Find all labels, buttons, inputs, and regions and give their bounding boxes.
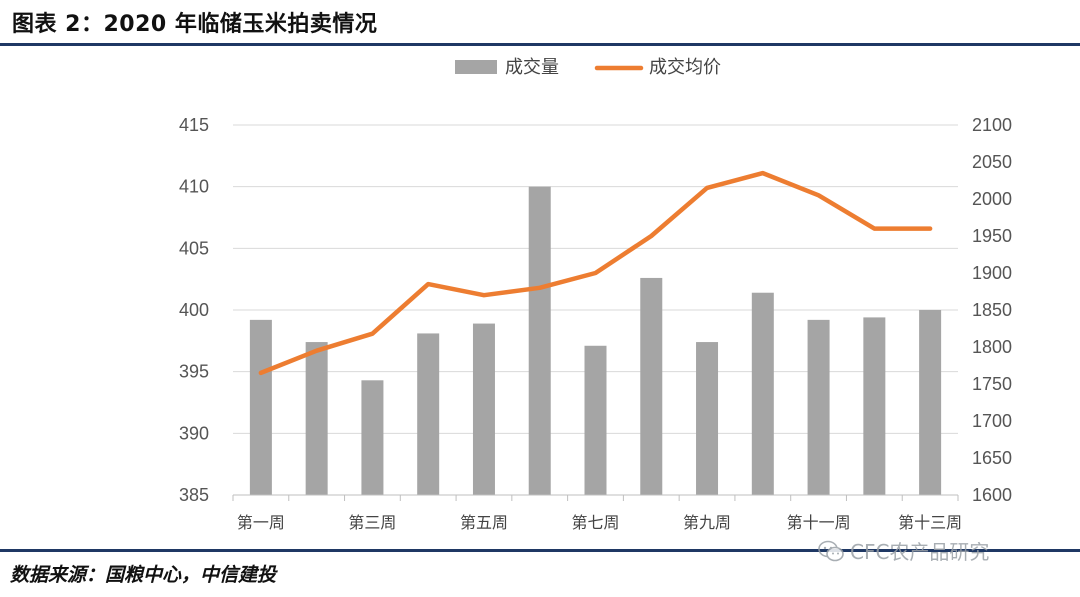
right-tick-label: 1900 [972, 263, 1012, 283]
left-axis-ticks: 385 390 395 400 405 410 415 [179, 115, 209, 505]
right-tick-label: 2050 [972, 152, 1012, 172]
x-tick-label: 第三周 [348, 513, 396, 532]
bar [305, 342, 328, 495]
data-source: 数据来源：国粮中心，中信建投 [10, 564, 277, 586]
bar [807, 319, 830, 495]
legend: 成交量 成交均价 [455, 57, 721, 78]
left-tick-label: 390 [179, 423, 209, 443]
bar [640, 277, 663, 495]
bar-series [249, 186, 942, 495]
right-tick-label: 2000 [972, 189, 1012, 209]
bar [249, 319, 272, 495]
x-axis: 第一周 第三周 第五周 第七周 第九周 第十一周 第十三周 [232, 494, 962, 532]
x-tick-label: 第十一周 [787, 513, 851, 532]
bar [584, 345, 607, 495]
left-tick-label: 400 [179, 300, 209, 320]
left-tick-label: 395 [179, 362, 209, 382]
right-tick-label: 1850 [972, 300, 1012, 320]
bar [417, 333, 440, 495]
bottom-rule [0, 549, 1080, 552]
right-tick-label: 1700 [972, 411, 1012, 431]
right-tick-label: 1750 [972, 374, 1012, 394]
left-tick-label: 410 [179, 177, 209, 197]
bar [696, 342, 719, 495]
figure-title: 图表 2：2020 年临储玉米拍卖情况 [12, 12, 378, 37]
x-tick-label: 第五周 [460, 513, 508, 532]
watermark-text: CFC农产品研究 [850, 540, 990, 564]
right-tick-label: 2100 [972, 115, 1012, 135]
wechat-icon [818, 540, 844, 561]
bar [863, 317, 886, 495]
left-tick-label: 415 [179, 115, 209, 135]
bar [751, 292, 774, 495]
bar [472, 323, 495, 495]
top-rule [0, 43, 1080, 46]
x-tick-label: 第一周 [237, 513, 285, 532]
legend-label-price: 成交均价 [649, 57, 721, 78]
right-tick-label: 1650 [972, 448, 1012, 468]
bar [361, 380, 384, 495]
price-line [258, 170, 933, 376]
legend-label-volume: 成交量 [505, 57, 559, 78]
x-tick-label: 第十三周 [898, 513, 962, 532]
bar [528, 186, 551, 495]
right-tick-label: 1950 [972, 226, 1012, 246]
legend-swatch-bar [455, 60, 497, 74]
right-axis-ticks: 1600 1650 1700 1750 1800 1850 1900 1950 2000 2050… [972, 115, 1012, 505]
x-tick-label: 第九周 [683, 513, 731, 532]
watermark: CFC农产品研究 [818, 536, 989, 565]
left-tick-label: 385 [179, 485, 209, 505]
right-tick-label: 1600 [972, 485, 1012, 505]
right-tick-label: 1800 [972, 337, 1012, 357]
left-tick-label: 405 [179, 238, 209, 258]
bar [919, 310, 942, 495]
x-tick-label: 第七周 [571, 513, 619, 532]
line-series [258, 170, 933, 376]
